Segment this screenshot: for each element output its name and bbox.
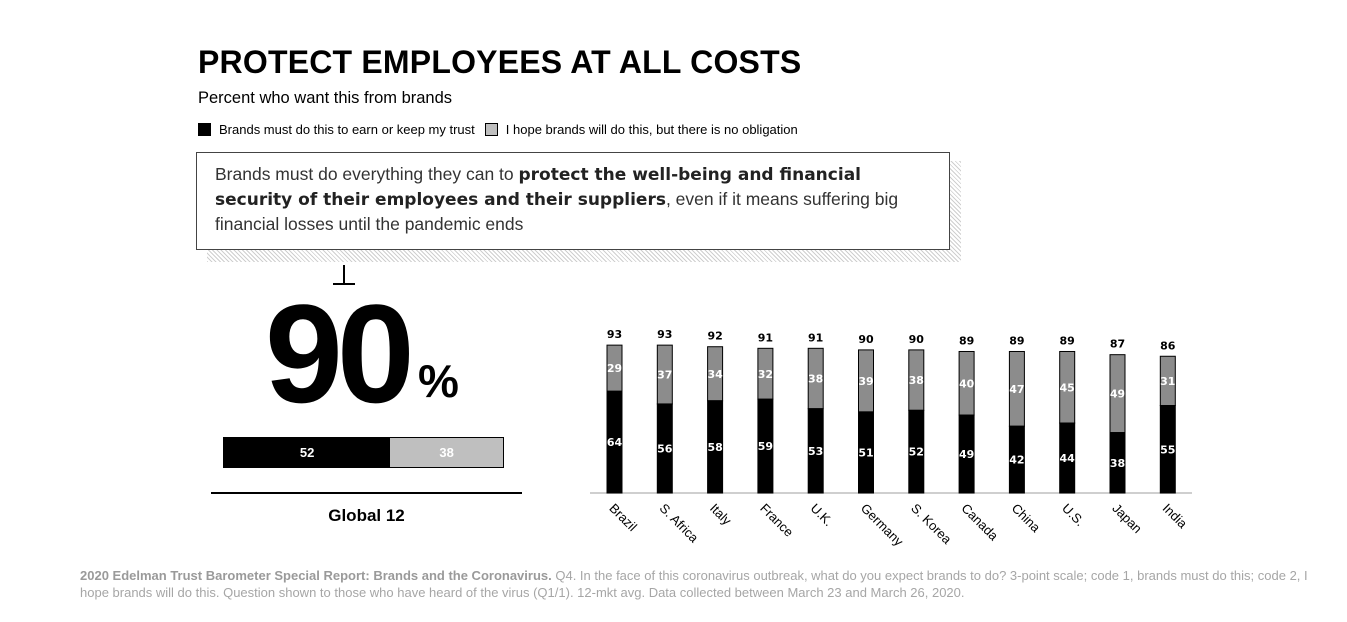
callout-connector [343,265,345,283]
bar-must-3 [757,398,774,494]
bar-label-hope-8: 47 [1009,383,1024,396]
x-tick-label-10: Japan [1109,501,1145,537]
bar-must-2 [707,400,724,494]
bar-total-10: 87 [1110,338,1125,351]
bar-must-4 [807,408,824,494]
bar-label-must-3: 59 [758,440,773,453]
footnote: 2020 Edelman Trust Barometer Special Rep… [80,567,1320,601]
x-tick-label-7: Canada [958,501,1001,544]
bar-label-must-6: 52 [909,446,924,459]
bar-label-must-8: 42 [1009,454,1024,467]
bar-label-must-5: 51 [858,446,873,459]
bar-must-6 [908,409,925,494]
bar-total-6: 90 [909,333,925,346]
x-tick-label-2: Italy [707,501,735,529]
bar-label-hope-9: 45 [1060,381,1075,394]
bar-must-7 [958,414,975,494]
page-subtitle: Percent who want this from brands [198,89,453,107]
x-tick-label-0: Brazil [606,501,640,535]
bar-total-11: 86 [1160,339,1176,352]
bar-total-1: 93 [657,328,672,341]
bar-label-must-9: 44 [1060,452,1076,465]
bar-label-must-11: 55 [1160,443,1175,456]
statement-bold: protect the well-being and financial sec… [215,165,861,210]
bar-label-hope-5: 39 [858,375,873,388]
bar-label-hope-11: 31 [1160,375,1175,388]
global-label: Global 12 [328,506,405,525]
global-bar-hope: 38 [390,438,503,467]
bar-label-must-1: 56 [657,442,673,455]
bar-must-9 [1059,422,1076,494]
bar-must-1 [656,403,673,494]
bar-total-2: 92 [707,330,722,343]
bar-label-must-0: 64 [607,436,623,449]
statement-post: , even if it means suffering big financi… [215,189,899,234]
global-stacked-bar: 52 38 [223,437,504,468]
bar-total-0: 93 [607,328,622,341]
bar-label-hope-6: 38 [909,374,924,387]
legend-item-hope: I hope brands will do this, but there is… [484,122,798,137]
bar-label-must-2: 58 [707,441,722,454]
footnote-text: Q4. In the face of this coronavirus outb… [80,568,1308,600]
bar-must-5 [858,411,874,494]
bar-total-3: 91 [758,331,773,344]
legend-swatch-hope [484,123,498,136]
global-total-number: 90 [265,275,415,432]
global-total-percent-sign: % [418,355,459,407]
global-bar-must: 52 [224,438,391,467]
bar-label-hope-1: 37 [657,369,672,382]
x-tick-label-6: S. Korea [908,501,955,548]
bar-must-11 [1159,405,1176,494]
bar-label-hope-7: 40 [959,377,975,390]
legend-item-must: Brands must do this to earn or keep my t… [198,122,475,137]
legend: Brands must do this to earn or keep my t… [198,122,808,137]
bar-label-hope-0: 29 [607,362,622,375]
bar-must-10 [1109,432,1126,494]
legend-swatch-must [198,123,211,136]
x-tick-label-11: India [1160,501,1191,532]
statement-callout: Brands must do everything they can to pr… [196,152,950,250]
country-stacked-bar-chart: 64 29 93 Brazil 56 37 93 S. Africa 58 34 92 Italy 59… [590,328,1192,550]
bar-label-hope-4: 38 [808,373,823,386]
bar-label-hope-3: 32 [758,368,773,381]
bar-label-hope-2: 34 [707,368,723,381]
bar-total-8: 89 [1009,334,1024,347]
x-tick-label-3: France [757,501,796,540]
bar-must-8 [1008,425,1025,494]
page-title: PROTECT EMPLOYEES AT ALL COSTS [198,44,802,80]
statement-pre: Brands must do everything they can to [215,164,519,184]
x-tick-label-5: Germany [858,501,907,550]
callout-connector-base [333,283,355,285]
bar-label-hope-10: 49 [1110,388,1125,401]
legend-label-hope: I hope brands will do this, but there is… [505,122,798,137]
bar-total-5: 90 [858,333,874,346]
x-tick-label-9: U.S. [1059,501,1087,529]
x-tick-label-4: U.K. [808,501,836,529]
x-tick-label-8: China [1009,501,1044,536]
bar-label-must-10: 38 [1110,457,1125,470]
legend-label-must: Brands must do this to earn or keep my t… [219,122,475,137]
bar-total-7: 89 [959,334,974,347]
x-tick-label-1: S. Africa [657,501,702,546]
bar-total-9: 89 [1060,334,1075,347]
global-divider [211,492,522,494]
bar-label-must-7: 49 [959,448,974,461]
bar-label-must-4: 53 [808,445,823,458]
footnote-source: 2020 Edelman Trust Barometer Special Rep… [80,568,552,583]
bar-total-4: 91 [808,331,823,344]
bar-must-0 [606,390,623,494]
